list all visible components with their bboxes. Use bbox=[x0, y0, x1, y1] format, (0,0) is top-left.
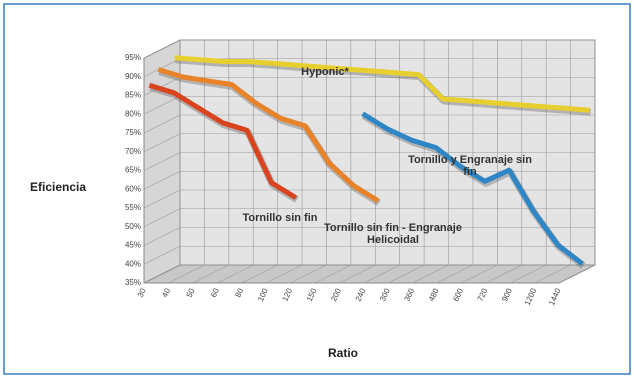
series-label: Tornillo sin fin bbox=[242, 212, 318, 224]
floor-grid-line bbox=[192, 264, 229, 284]
side-grid-line bbox=[143, 39, 181, 59]
y-tick-label: 60% bbox=[125, 184, 141, 193]
floor-grid-line bbox=[314, 264, 352, 284]
x-tick-label: 80 bbox=[233, 286, 245, 298]
side-grid-line bbox=[143, 77, 181, 96]
floor-grid-line bbox=[363, 264, 400, 284]
series-line bbox=[148, 82, 298, 200]
side-grid-line bbox=[143, 152, 181, 171]
floor-grid-line bbox=[510, 264, 547, 284]
side-grid-line bbox=[143, 95, 181, 115]
series-line bbox=[361, 111, 584, 266]
floor-grid-line bbox=[461, 264, 498, 284]
side-grid-line bbox=[143, 208, 181, 228]
floor-grid-line bbox=[387, 264, 425, 284]
y-tick-label: 50% bbox=[125, 222, 141, 231]
floor-grid-line bbox=[412, 264, 449, 284]
side-grid-line bbox=[143, 58, 181, 78]
y-tick-label: 75% bbox=[125, 128, 141, 137]
floor-grid-line bbox=[290, 264, 327, 284]
series-label: Tornillo y Engranaje sin fin bbox=[408, 154, 532, 178]
floor-grid-line bbox=[339, 264, 376, 284]
y-tick-label: 70% bbox=[125, 147, 141, 156]
series-line bbox=[157, 67, 380, 203]
floor-grid-line bbox=[534, 264, 571, 284]
y-tick-label: 45% bbox=[125, 241, 141, 250]
y-tick-label: 90% bbox=[125, 72, 141, 81]
floor-grid-line bbox=[168, 264, 205, 284]
y-tick-label: 95% bbox=[125, 53, 141, 62]
floor-grid-line bbox=[217, 264, 254, 284]
x-axis-label: Ratio bbox=[328, 346, 358, 360]
side-grid-line bbox=[143, 227, 181, 246]
y-tick-label: 65% bbox=[125, 166, 141, 175]
side-grid-line bbox=[143, 170, 181, 190]
x-tick-label: 60 bbox=[209, 286, 221, 298]
side-grid-line bbox=[143, 133, 181, 153]
y-tick-label: 80% bbox=[125, 109, 141, 118]
side-grid-line bbox=[143, 189, 181, 209]
y-tick-label: 35% bbox=[125, 278, 141, 287]
series-label: Hyponic* bbox=[301, 66, 349, 78]
series-line bbox=[174, 55, 590, 113]
x-tick-label: 40 bbox=[160, 286, 172, 298]
floor-grid-line bbox=[436, 264, 474, 284]
side-grid-line bbox=[143, 245, 181, 265]
y-tick-label: 85% bbox=[125, 91, 141, 100]
floor-grid-line bbox=[241, 264, 278, 284]
floor-grid-line bbox=[485, 264, 522, 284]
floor-grid-line bbox=[265, 264, 303, 284]
y-tick-label: 40% bbox=[125, 259, 141, 268]
y-tick-label: 55% bbox=[125, 203, 141, 212]
y-axis-label: Eficiencia bbox=[30, 180, 87, 194]
series-label: Tornillo sin fin - Engranaje Helicoidal bbox=[324, 222, 462, 246]
x-tick-label: 50 bbox=[185, 286, 197, 298]
floor-grid-line bbox=[558, 264, 596, 284]
side-grid-line bbox=[143, 114, 181, 134]
x-tick-label: 30 bbox=[136, 286, 148, 298]
floor-grid-line bbox=[143, 264, 181, 284]
